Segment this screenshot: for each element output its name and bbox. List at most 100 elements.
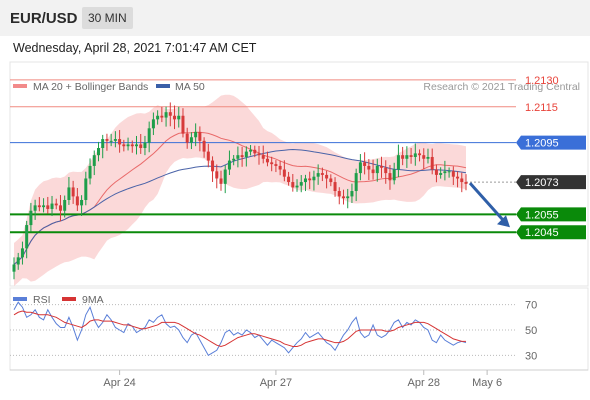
level-tag-1-2045 (516, 225, 586, 240)
candle (168, 102, 172, 127)
timeframe-button[interactable]: 30 MIN (82, 7, 133, 29)
candle (189, 132, 193, 150)
ma50-line (13, 149, 467, 265)
candle (194, 123, 198, 147)
level-tag-1-2095 (516, 135, 586, 150)
main-legend: MA 20 + Bollinger Bands MA 50 (13, 81, 205, 93)
candle (109, 133, 113, 147)
candle (299, 175, 303, 193)
level-label-1-2095: 1.2095 (525, 138, 559, 150)
candle (71, 180, 75, 204)
rsi-tick-50: 50 (525, 325, 537, 337)
candle (232, 155, 236, 166)
candle (375, 158, 379, 182)
candle (265, 151, 269, 167)
candle (67, 177, 71, 205)
candle (257, 145, 261, 165)
candle (33, 199, 37, 220)
level-label-1-2055: 1.2055 (525, 209, 559, 221)
candle (156, 110, 160, 125)
candle (287, 171, 291, 186)
rsi-line (13, 301, 467, 357)
candle (350, 183, 354, 204)
x-tick-apr-27: Apr 27 (260, 377, 292, 389)
candle (354, 168, 358, 202)
level-label-1-2073: 1.2073 (525, 177, 559, 189)
candle (405, 146, 409, 168)
candle (278, 160, 282, 176)
main-chart-frame (9, 61, 589, 287)
candle (206, 143, 210, 168)
candle (185, 127, 189, 149)
candle (426, 148, 430, 164)
candle (37, 197, 41, 212)
candle (456, 171, 460, 188)
candle (58, 195, 62, 222)
candle (464, 174, 468, 191)
candle (439, 167, 443, 179)
candle (244, 146, 248, 167)
candle (75, 188, 79, 211)
candle (303, 174, 307, 192)
candle (173, 105, 177, 130)
candle (12, 257, 16, 280)
candle (447, 167, 451, 178)
level-tag-1-2073 (516, 175, 586, 190)
candle (320, 167, 324, 182)
candle (50, 195, 54, 217)
legend-swatch-ma20 (13, 84, 27, 88)
legend-swatch-rsi (13, 297, 27, 301)
candle (384, 160, 388, 184)
forecast-arrow-shaft (468, 182, 507, 224)
legend-swatch-ma50 (156, 84, 170, 88)
candle (282, 160, 286, 182)
candle (422, 148, 426, 170)
candle (211, 156, 215, 182)
candle (363, 152, 367, 175)
candle (430, 148, 434, 175)
candle (160, 106, 164, 123)
rsi-tick-30: 30 (525, 350, 537, 362)
candle (122, 139, 126, 152)
candle (291, 174, 295, 192)
candle (84, 171, 88, 206)
candle (418, 149, 422, 162)
candle (270, 156, 274, 172)
legend-swatch-9ma (62, 297, 76, 301)
candle (261, 145, 265, 164)
candle (401, 146, 405, 166)
candle (358, 154, 362, 181)
level-label-1-2115: 1.2115 (525, 102, 558, 114)
candle (215, 164, 219, 189)
candle (236, 146, 240, 168)
candle (337, 187, 341, 205)
candle (460, 172, 464, 193)
candle (143, 135, 147, 156)
candle (80, 195, 84, 217)
candle (139, 134, 143, 154)
level-label-1-2130: 1.2130 (525, 75, 559, 87)
candle (316, 164, 320, 185)
candle (96, 141, 100, 162)
rsi-legend: RSI 9MA (13, 294, 104, 306)
candle (202, 137, 206, 158)
price-levels (10, 79, 516, 234)
x-tick-apr-24: Apr 24 (103, 377, 135, 389)
candle (92, 150, 96, 176)
candle (253, 145, 257, 158)
candle (434, 164, 438, 183)
credit-text: Research © 2021 Trading Central (423, 81, 580, 93)
candle (380, 156, 384, 178)
candle (46, 196, 50, 214)
candle (20, 241, 24, 265)
candle (113, 131, 117, 148)
candle (105, 133, 109, 151)
forecast-arrow-head (497, 215, 510, 228)
candle (308, 171, 312, 190)
legend-ma50-label: MA 50 (175, 81, 205, 93)
candle (101, 134, 105, 159)
candle (333, 177, 337, 197)
timestamp: Wednesday, April 28, 2021 7:01:47 AM CET (13, 41, 257, 55)
candle (249, 145, 253, 156)
candle (198, 126, 202, 152)
